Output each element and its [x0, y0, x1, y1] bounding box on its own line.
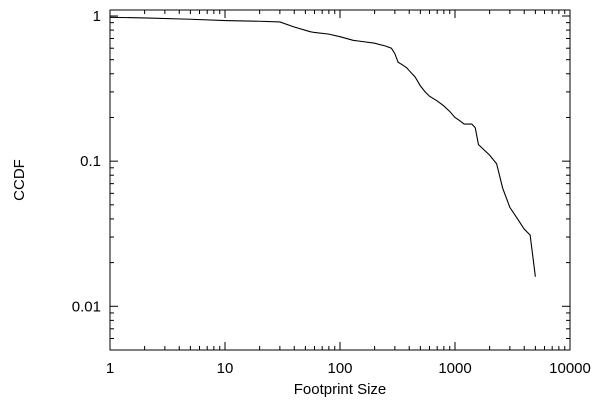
y-axis-label: CCDF: [11, 159, 28, 201]
axis-ticks: [110, 10, 570, 350]
ccdf-series-line: [109, 16, 536, 277]
y-tick-label: 1: [93, 8, 101, 25]
x-tick-label: 100: [327, 360, 352, 377]
y-tick-label: 0.01: [72, 298, 101, 315]
y-tick-label: 0.1: [80, 153, 101, 170]
x-axis-label: Footprint Size: [294, 381, 387, 398]
data-series: [109, 16, 536, 277]
x-tick-label: 10000: [549, 360, 591, 377]
x-tick-label: 1000: [438, 360, 471, 377]
axis-tick-labels: 1 10 100 1000 10000 1 0.1 0.01: [72, 8, 591, 377]
x-tick-label: 1: [106, 360, 114, 377]
x-tick-label: 10: [217, 360, 234, 377]
